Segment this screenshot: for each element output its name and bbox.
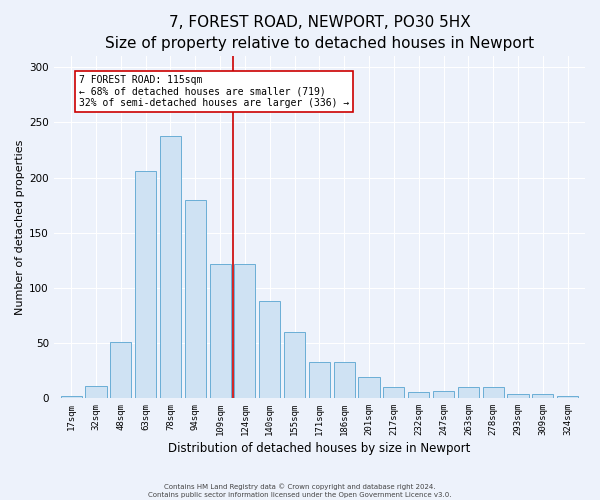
Bar [185,200,206,398]
Bar [482,387,504,398]
Bar [61,396,82,398]
Bar [557,396,578,398]
Text: 7 FOREST ROAD: 115sqm
← 68% of detached houses are smaller (719)
32% of semi-det: 7 FOREST ROAD: 115sqm ← 68% of detached … [79,75,349,108]
Title: 7, FOREST ROAD, NEWPORT, PO30 5HX
Size of property relative to detached houses i: 7, FOREST ROAD, NEWPORT, PO30 5HX Size o… [105,15,534,51]
Bar [334,362,355,398]
Bar [408,392,429,398]
Bar [284,332,305,398]
Y-axis label: Number of detached properties: Number of detached properties [15,140,25,315]
Bar [209,264,230,398]
Bar [135,171,156,398]
Bar [508,394,529,398]
Bar [532,394,553,398]
Text: Contains HM Land Registry data © Crown copyright and database right 2024.
Contai: Contains HM Land Registry data © Crown c… [148,484,452,498]
Bar [358,377,380,398]
Bar [160,136,181,398]
Bar [259,301,280,398]
Bar [85,386,107,398]
Bar [235,264,256,398]
Bar [458,387,479,398]
Bar [433,392,454,398]
X-axis label: Distribution of detached houses by size in Newport: Distribution of detached houses by size … [168,442,470,455]
Bar [309,362,330,398]
Bar [110,342,131,398]
Bar [383,387,404,398]
